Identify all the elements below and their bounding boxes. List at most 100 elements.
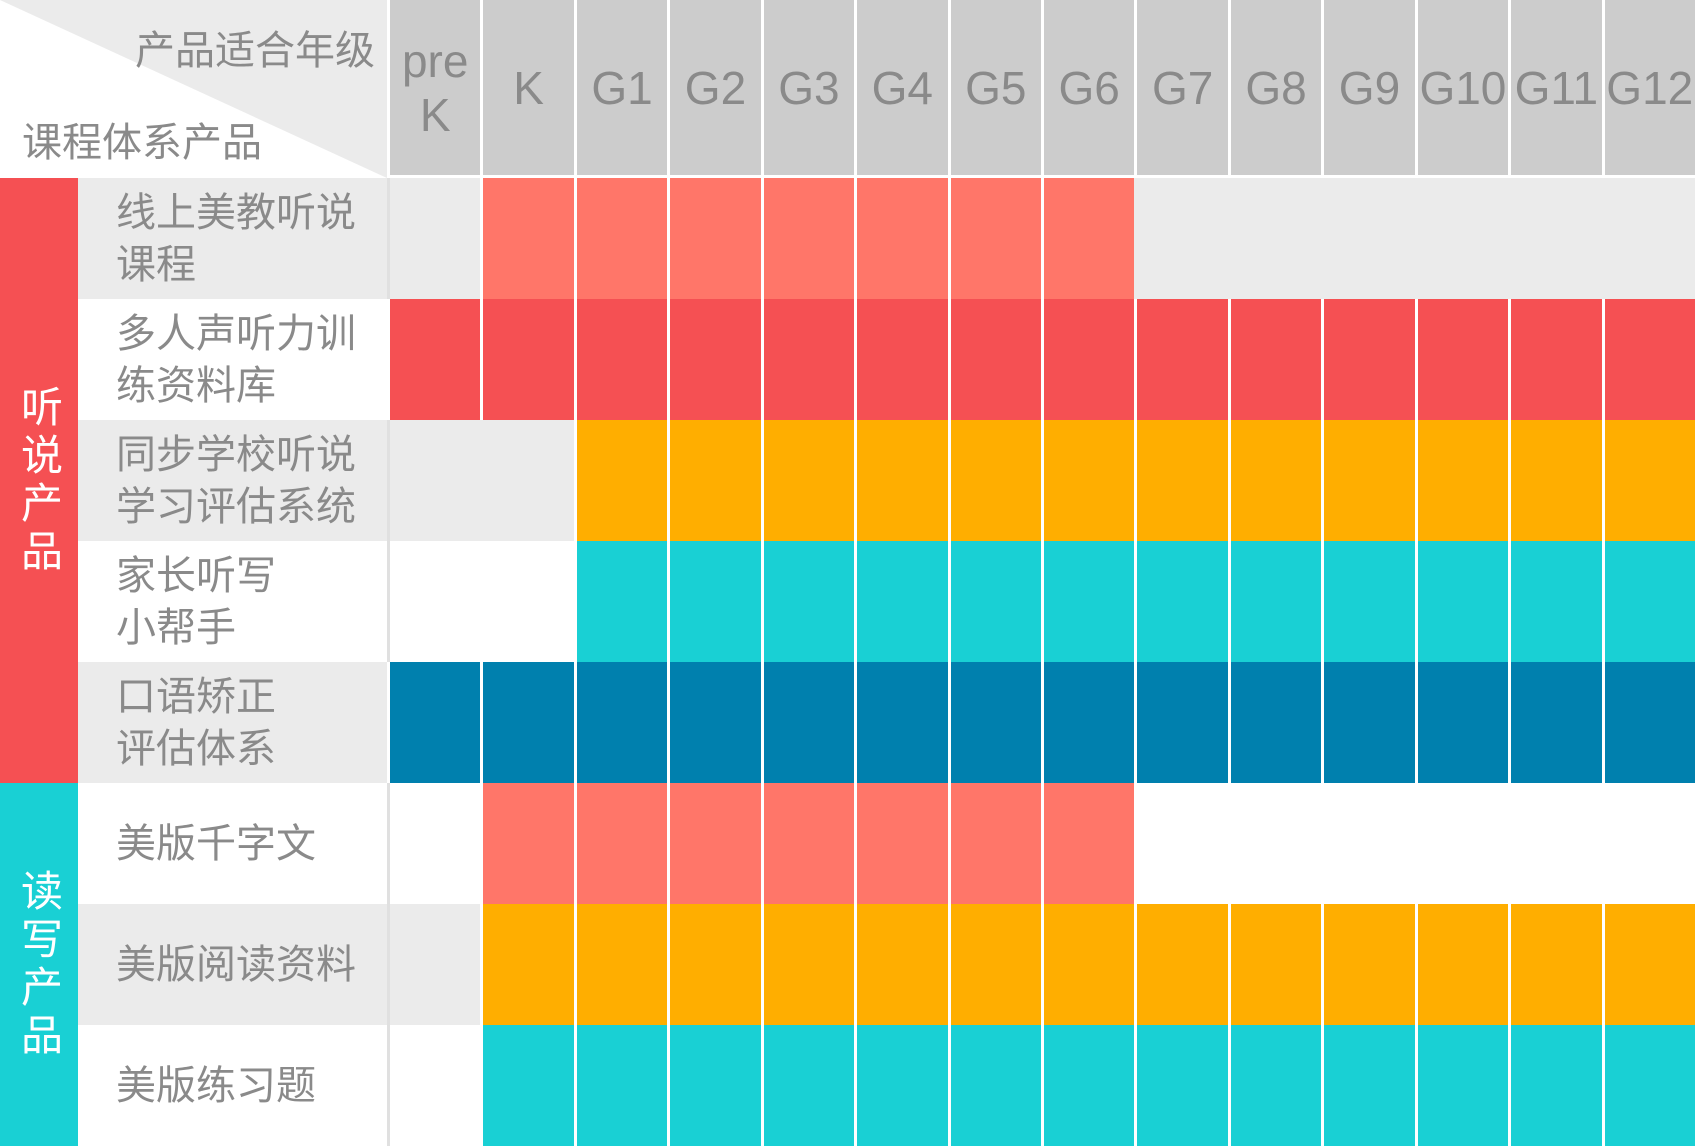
grade-axis-label: 产品适合年级 <box>135 28 375 74</box>
grade-cell-gray <box>1321 178 1415 299</box>
diagonal-divider <box>0 0 387 178</box>
grade-cell-white <box>1321 783 1415 904</box>
grade-header-g1: G1 <box>576 0 668 175</box>
product-label: 口语矫正 评估体系 <box>78 662 387 783</box>
grade-cell-orange <box>573 904 668 1025</box>
grade-cell-white <box>1414 783 1509 904</box>
grade-cell-orange <box>1508 904 1602 1025</box>
grade-cell-orange <box>480 904 574 1025</box>
grade-cell-orange <box>947 420 1041 541</box>
grade-header-g11: G11 <box>1511 0 1602 175</box>
grade-cell-red <box>1134 299 1228 420</box>
grade-cell-white <box>480 541 574 662</box>
grade-header-g7: G7 <box>1137 0 1228 175</box>
grade-cell-blue <box>573 662 668 783</box>
product-label: 美版千字文 <box>78 783 387 904</box>
grade-cell-blue <box>667 662 761 783</box>
grade-cell-blue <box>1134 662 1228 783</box>
grade-cell-cyan <box>667 1025 761 1146</box>
grade-cell-gray <box>1227 178 1322 299</box>
group-label-1: 读写产品 <box>0 783 78 1146</box>
grade-cell-cyan <box>1227 1025 1322 1146</box>
grade-cell-gray <box>480 420 574 541</box>
grade-cell-red <box>573 299 668 420</box>
grade-cell-red <box>387 299 481 420</box>
grade-cell-blue <box>387 662 481 783</box>
grade-cell-orange <box>1321 904 1415 1025</box>
grade-cell-orange <box>1414 904 1509 1025</box>
grade-header-g2: G2 <box>670 0 761 175</box>
grade-cell-white <box>1227 783 1322 904</box>
grade-cell-blue <box>1601 662 1695 783</box>
grade-cell-white <box>1134 783 1228 904</box>
grade-cell-salmon <box>854 178 948 299</box>
grade-cell-orange <box>1601 904 1695 1025</box>
grade-cell-cyan <box>854 1025 948 1146</box>
grade-cell-orange <box>1508 420 1602 541</box>
product-label: 家长听写 小帮手 <box>78 541 387 662</box>
grade-cell-orange <box>1041 904 1135 1025</box>
grade-cell-red <box>947 299 1041 420</box>
grade-cell-cyan <box>1041 541 1135 662</box>
grade-cell-salmon <box>480 783 574 904</box>
grade-cell-orange <box>947 904 1041 1025</box>
grade-cell-orange <box>1321 420 1415 541</box>
grade-cell-cyan <box>947 541 1041 662</box>
grade-cell-orange <box>760 420 855 541</box>
grade-cell-cyan <box>1321 541 1415 662</box>
grade-cell-red <box>667 299 761 420</box>
table-corner-header: 产品适合年级 课程体系产品 <box>0 0 387 178</box>
grade-cell-orange <box>760 904 855 1025</box>
grade-cell-gray <box>1134 178 1228 299</box>
grade-cell-cyan <box>760 1025 855 1146</box>
grade-header-g10: G10 <box>1417 0 1509 175</box>
grade-cell-blue <box>1041 662 1135 783</box>
grade-cell-orange <box>667 904 761 1025</box>
product-label: 美版阅读资料 <box>78 904 387 1025</box>
grade-cell-blue <box>1508 662 1602 783</box>
grade-cell-cyan <box>1414 1025 1509 1146</box>
grade-cell-red <box>854 299 948 420</box>
grade-cell-salmon <box>573 783 668 904</box>
grade-cell-cyan <box>1414 541 1509 662</box>
group-label-0: 听说产品 <box>0 178 78 783</box>
grade-cell-salmon <box>760 178 855 299</box>
grade-header-g3: G3 <box>763 0 855 175</box>
grade-header-g8: G8 <box>1230 0 1322 175</box>
product-axis-label: 课程体系产品 <box>22 120 262 166</box>
grade-cell-orange <box>1134 420 1228 541</box>
grade-header-g5: G5 <box>950 0 1041 175</box>
grade-header-g12: G12 <box>1604 0 1695 175</box>
grade-cell-orange <box>1601 420 1695 541</box>
grade-cell-cyan <box>1601 541 1695 662</box>
grade-cell-cyan <box>854 541 948 662</box>
grade-cell-red <box>1414 299 1509 420</box>
grade-cell-salmon <box>1041 783 1135 904</box>
grade-cell-red <box>760 299 855 420</box>
grade-header-g9: G9 <box>1324 0 1415 175</box>
grade-cell-salmon <box>947 783 1041 904</box>
grade-cell-white <box>387 541 481 662</box>
grade-cell-gray <box>1601 178 1695 299</box>
grade-cell-red <box>1601 299 1695 420</box>
grade-cell-orange <box>854 420 948 541</box>
grade-cell-white <box>1508 783 1602 904</box>
grade-cell-gray <box>387 420 481 541</box>
grade-cell-salmon <box>760 783 855 904</box>
grade-cell-orange <box>667 420 761 541</box>
grade-cell-orange <box>1227 420 1322 541</box>
grade-cell-blue <box>760 662 855 783</box>
grade-cell-gray <box>1414 178 1509 299</box>
grade-cell-blue <box>1414 662 1509 783</box>
grade-header-g4: G4 <box>857 0 948 175</box>
grade-header-prek: pre K <box>390 0 481 175</box>
grade-cell-cyan <box>760 541 855 662</box>
product-label: 同步学校听说 学习评估系统 <box>78 420 387 541</box>
grade-cell-red <box>1321 299 1415 420</box>
grade-cell-orange <box>1041 420 1135 541</box>
grade-cell-cyan <box>573 1025 668 1146</box>
grade-header-k: K <box>483 0 574 175</box>
grade-cell-cyan <box>480 1025 574 1146</box>
grade-cell-salmon <box>480 178 574 299</box>
grade-cell-cyan <box>573 541 668 662</box>
